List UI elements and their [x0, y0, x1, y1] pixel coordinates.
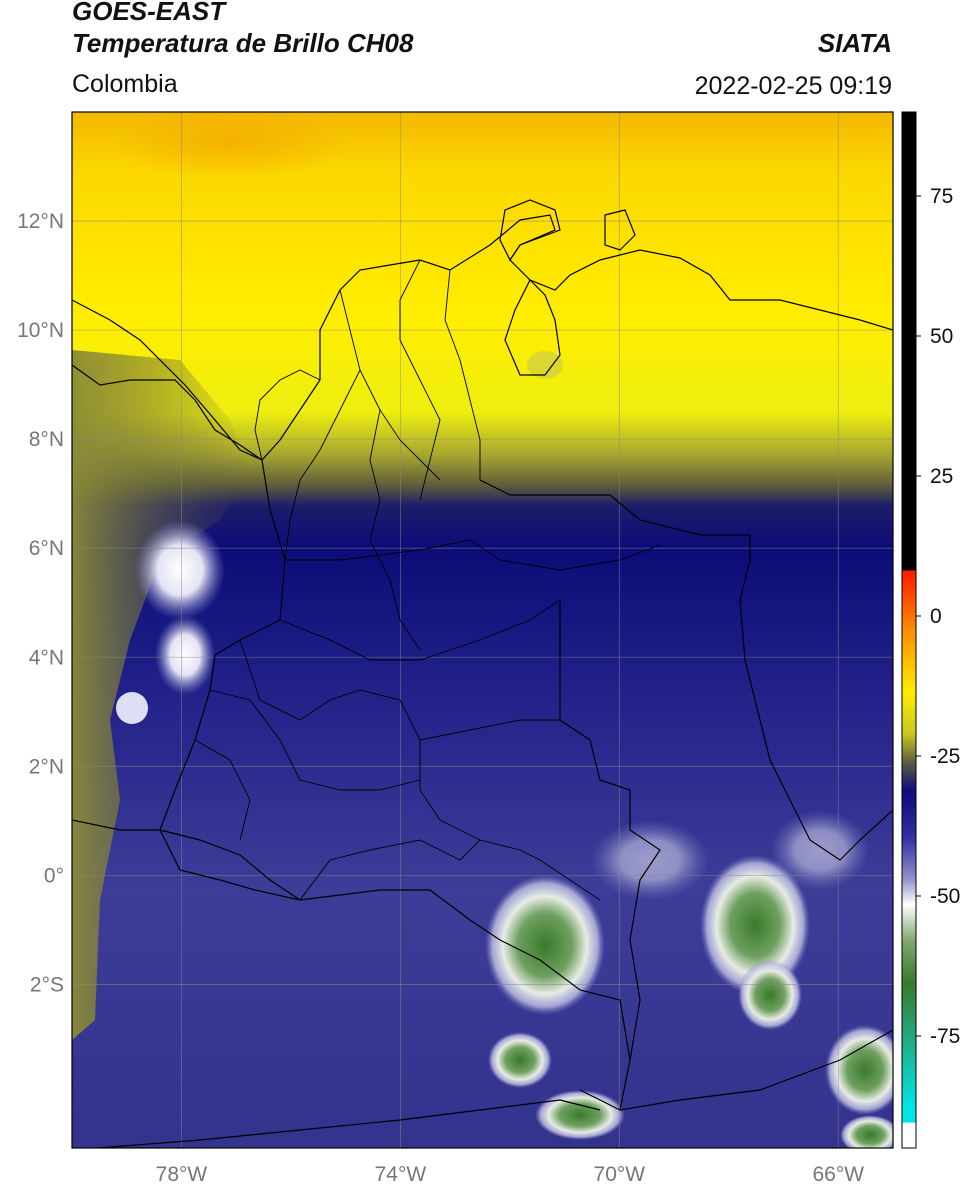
colorbar-tick-label: 75	[930, 185, 953, 208]
cloud-cell	[116, 692, 148, 724]
guajira-peninsula	[499, 199, 561, 262]
lat-tick-label: 2°S	[30, 973, 64, 996]
organization-label: SIATA	[817, 28, 892, 58]
colorbar-tick-label: -25	[930, 745, 960, 768]
map-frame	[71, 111, 894, 1149]
dept-line	[284, 369, 361, 561]
lon-tick-label: 78°W	[156, 1163, 208, 1186]
lat-tick-label: 8°N	[29, 428, 64, 451]
dept-line	[444, 269, 481, 480]
lon-tick-label: 74°W	[375, 1163, 427, 1186]
colorbar-ticks: 75 50 25 0 -25 -50 -75	[916, 185, 960, 1048]
panama-south-coast	[72, 364, 241, 446]
lat-tick-label: 10°N	[17, 319, 64, 342]
brazil-border-east	[619, 1029, 893, 1111]
dept-line	[279, 599, 561, 661]
lake-maracaibo	[504, 278, 561, 376]
department-borders	[194, 259, 661, 901]
dept-line	[239, 639, 560, 741]
colombia-peru-border	[299, 889, 631, 1061]
lon-tick-label: 70°W	[594, 1163, 646, 1186]
colorbar-tick-label: 25	[930, 465, 953, 488]
title-product: Temperatura de Brillo CH08	[72, 28, 414, 58]
dept-line	[399, 259, 441, 501]
warm-spot	[110, 112, 350, 180]
cloud-cell	[535, 1090, 625, 1140]
cloud-cell	[738, 960, 802, 1030]
paraguana-peninsula	[604, 209, 636, 251]
lat-tick-label: 6°N	[29, 537, 64, 560]
panama-coast	[72, 299, 263, 461]
lake-maracaibo-shade	[527, 351, 563, 379]
lat-tick-label: 0°	[44, 864, 64, 887]
lon-tick-label: 66°W	[812, 1163, 864, 1186]
ecuador-coast	[72, 819, 160, 831]
dept-line	[285, 539, 661, 571]
cloud-cell	[488, 1032, 552, 1088]
brightness-field	[72, 112, 893, 1148]
caribbean-coast	[261, 214, 893, 461]
cloud-cell	[135, 520, 225, 620]
cloud-cell	[155, 615, 215, 695]
borders	[72, 199, 893, 1148]
longitude-labels: 78°W 74°W 70°W 66°W	[156, 1163, 865, 1186]
dept-line	[379, 409, 441, 481]
pacific-olive-band	[72, 350, 250, 1040]
colombia-venezuela-border	[479, 479, 893, 861]
cloud-cell	[825, 1025, 893, 1115]
title-satellite: GOES-EAST	[72, 0, 226, 26]
dept-line	[339, 289, 421, 651]
lat-tick-label: 12°N	[17, 210, 64, 233]
cloud-cell	[840, 1115, 893, 1148]
cloud-cell	[700, 855, 810, 995]
colorbar-tick-label: -50	[930, 885, 960, 908]
region-label: Colombia	[72, 70, 178, 98]
colombia-ecuador-border	[159, 829, 301, 901]
dept-line	[209, 689, 421, 791]
dept-line	[419, 740, 601, 901]
dept-line	[194, 739, 251, 841]
lat-tick-label: 4°N	[29, 646, 64, 669]
latitude-labels: 12°N 10°N 8°N 6°N 4°N 2°N 0° 2°S	[17, 210, 64, 996]
datetime-label: 2022-02-25 09:19	[694, 72, 892, 100]
dept-line	[299, 839, 481, 901]
cloud-cell	[590, 820, 710, 900]
cloud-cell	[485, 875, 605, 1015]
cloud-cell	[770, 810, 870, 890]
peru-border-south	[89, 1099, 601, 1148]
colorbar-tick-label: -75	[930, 1025, 960, 1048]
colorbar	[901, 111, 917, 1149]
colorbar-tick-label: 50	[930, 325, 953, 348]
colorbar-tick-label: 0	[930, 605, 942, 628]
lat-tick-label: 2°N	[29, 755, 64, 778]
dept-line	[254, 369, 321, 461]
